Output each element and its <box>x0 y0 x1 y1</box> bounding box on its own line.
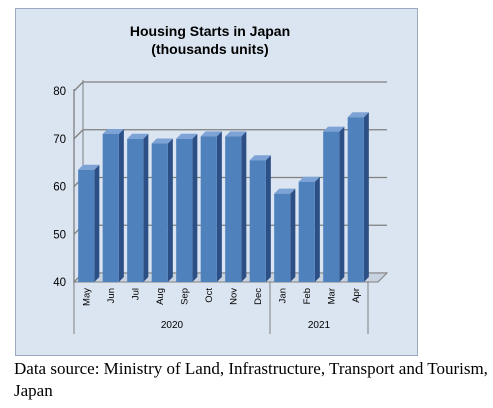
x-tick-label: Dec <box>253 288 264 305</box>
y-tick-label: 80 <box>53 86 66 98</box>
x-tick-label: Oct <box>204 288 215 303</box>
bar <box>200 131 222 282</box>
year-group-labels: 2020 2021 <box>73 282 369 334</box>
bar <box>78 164 100 282</box>
y-tick-label: 60 <box>53 182 66 194</box>
x-tick-label: Jul <box>130 288 141 300</box>
bar <box>298 176 320 282</box>
bar <box>347 112 369 282</box>
year-group-label: 2021 <box>308 320 331 331</box>
chart-subtitle: (thousands units) <box>151 41 268 57</box>
x-tick-labels: May Jun Jul Aug Sep Oct Nov Dec Jan Feb Mar Apr <box>81 288 362 306</box>
x-tick-label: May <box>81 288 92 306</box>
chart-title: Housing Starts in Japan <box>130 23 290 39</box>
year-group-label: 2020 <box>161 320 184 331</box>
bar <box>249 155 271 282</box>
x-tick-label: Mar <box>326 288 337 304</box>
y-tick-label: 50 <box>53 229 66 241</box>
x-tick-label: Jan <box>277 288 288 303</box>
bars <box>78 112 369 283</box>
bar <box>274 188 296 282</box>
bar <box>176 133 198 282</box>
bar <box>102 128 124 282</box>
data-source-note: Data source: Ministry of Land, Infrastru… <box>14 359 488 400</box>
bar <box>127 133 149 282</box>
gridline <box>73 81 387 92</box>
y-tick-label: 70 <box>53 134 66 146</box>
y-tick-label: 40 <box>53 277 66 289</box>
x-tick-label: Sep <box>179 288 190 305</box>
bar <box>225 131 247 282</box>
chart-frame: Housing Starts in Japan (thousands units… <box>15 8 418 356</box>
bar <box>323 126 345 283</box>
x-tick-label: Nov <box>228 288 239 305</box>
bar-chart: Housing Starts in Japan (thousands units… <box>53 23 389 334</box>
y-tick-labels: 40 50 60 70 80 <box>53 86 66 289</box>
x-tick-label: Aug <box>155 288 166 305</box>
x-tick-label: Apr <box>351 288 362 303</box>
x-tick-label: Jun <box>106 288 117 303</box>
x-tick-label: Feb <box>302 288 313 304</box>
bar <box>151 138 173 282</box>
